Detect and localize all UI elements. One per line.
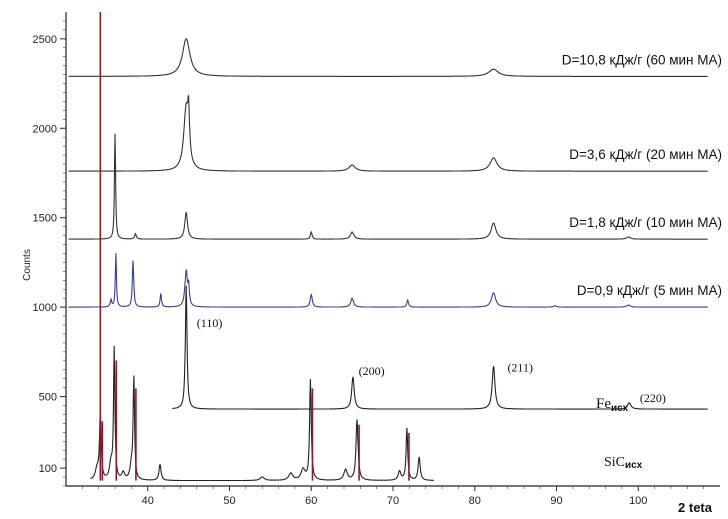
series-label: D=0,9 кДж/г (5 мин МА) — [577, 283, 722, 298]
series-labels: D=10,8 кДж/г (60 мин МА) D=3,6 кДж/г (20 … — [562, 52, 722, 298]
x-tick-label: 90 — [550, 495, 562, 507]
sic-label-sub: исх — [625, 460, 643, 471]
y-tick-label: 500 — [39, 392, 57, 404]
series-label: D=10,8 кДж/г (60 мин МА) — [562, 52, 722, 67]
y-tick-label: 1000 — [33, 302, 57, 314]
phase-labels: Feисх SiCисх — [596, 396, 643, 471]
hkl-annotation: (211) — [507, 361, 533, 375]
fe-label-main: Fe — [596, 396, 611, 412]
x-tick-label: 100 — [629, 495, 647, 507]
series-trace — [172, 285, 708, 410]
annotations: (110) (200) (211) (220) — [197, 316, 666, 405]
x-tick-label: 40 — [142, 495, 154, 507]
series-trace — [68, 253, 708, 308]
series-label: D=1,8 кДж/г (10 мин МА) — [569, 215, 722, 230]
series-trace — [90, 345, 434, 482]
y-tick-label: 2500 — [33, 34, 57, 46]
ticks: 100 500 1000 1500 2000 2500 40 50 60 70 80 90 100 — [33, 20, 704, 507]
x-tick-label: 50 — [223, 495, 235, 507]
sic-label: SiCисх — [604, 455, 643, 471]
series-trace — [68, 38, 708, 77]
x-tick-label: 70 — [387, 495, 399, 507]
y-tick-label: 2000 — [33, 123, 57, 135]
traces — [68, 12, 708, 482]
hkl-annotation: (220) — [640, 391, 666, 405]
x-axis-title: 2 teta — [678, 500, 713, 515]
x-tick-label: 80 — [469, 495, 481, 507]
y-tick-label: 100 — [39, 463, 57, 475]
axes: Counts 2 teta — [22, 12, 720, 515]
series-trace — [68, 133, 708, 240]
series-label: D=3,6 кДж/г (20 мин МА) — [569, 147, 722, 162]
fe-label: Feисх — [596, 396, 629, 414]
hkl-annotation: (200) — [359, 364, 385, 378]
y-axis-title: Counts — [22, 249, 33, 281]
x-tick-label: 60 — [305, 495, 317, 507]
sic-label-main: SiC — [604, 455, 625, 470]
fe-label-sub: исх — [611, 403, 629, 414]
y-tick-label: 1500 — [33, 213, 57, 225]
series-trace — [68, 94, 708, 172]
hkl-annotation: (110) — [197, 316, 223, 330]
